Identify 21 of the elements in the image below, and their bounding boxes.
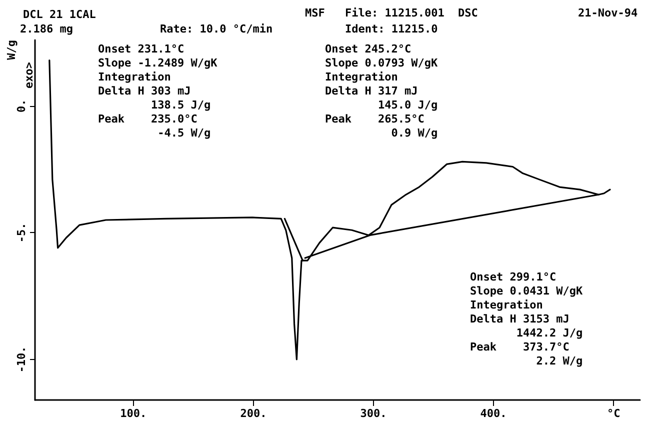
y-tick-label: -5. xyxy=(15,222,28,243)
text: File: 11215.001 xyxy=(345,6,445,20)
x-tick-label: 200. xyxy=(240,407,267,420)
x-tick-label: 100. xyxy=(120,407,147,420)
y-tick-label: 0. xyxy=(15,99,28,113)
annotation: exo> xyxy=(22,62,36,88)
y-axis-title: W/g xyxy=(5,40,18,60)
text: 21-Nov-94 xyxy=(578,6,638,20)
x-tick-label: 400. xyxy=(480,407,507,420)
text: Rate: 10.0 °C/min xyxy=(160,22,273,36)
x-tick-label: 300. xyxy=(360,407,387,420)
text: 2.186 mg xyxy=(20,22,73,36)
x-tick-label: °C xyxy=(606,407,620,420)
text: DSC xyxy=(458,6,478,20)
chart-title: DCL 21 1CAL xyxy=(23,8,96,21)
text: MSF xyxy=(305,6,325,20)
y-tick-label: -10. xyxy=(15,346,28,373)
annotation: Onset 299.1°C Slope 0.0431 W/gK Integration Delta H 3153 mJ 1442.2 J/g Peak 373.7°C 2.2 W/g xyxy=(470,270,583,368)
annotation: Onset 231.1°C Slope -1.2489 W/gK Integration Delta H 303 mJ 138.5 J/g Peak 235.0°C -4.5 W/g xyxy=(98,42,218,140)
text: Ident: 11215.0 xyxy=(345,22,438,36)
annotation: Onset 245.2°C Slope 0.0793 W/gK Integration Delta H 317 mJ 145.0 J/g Peak 265.5°C 0.9 W/g xyxy=(325,42,438,140)
